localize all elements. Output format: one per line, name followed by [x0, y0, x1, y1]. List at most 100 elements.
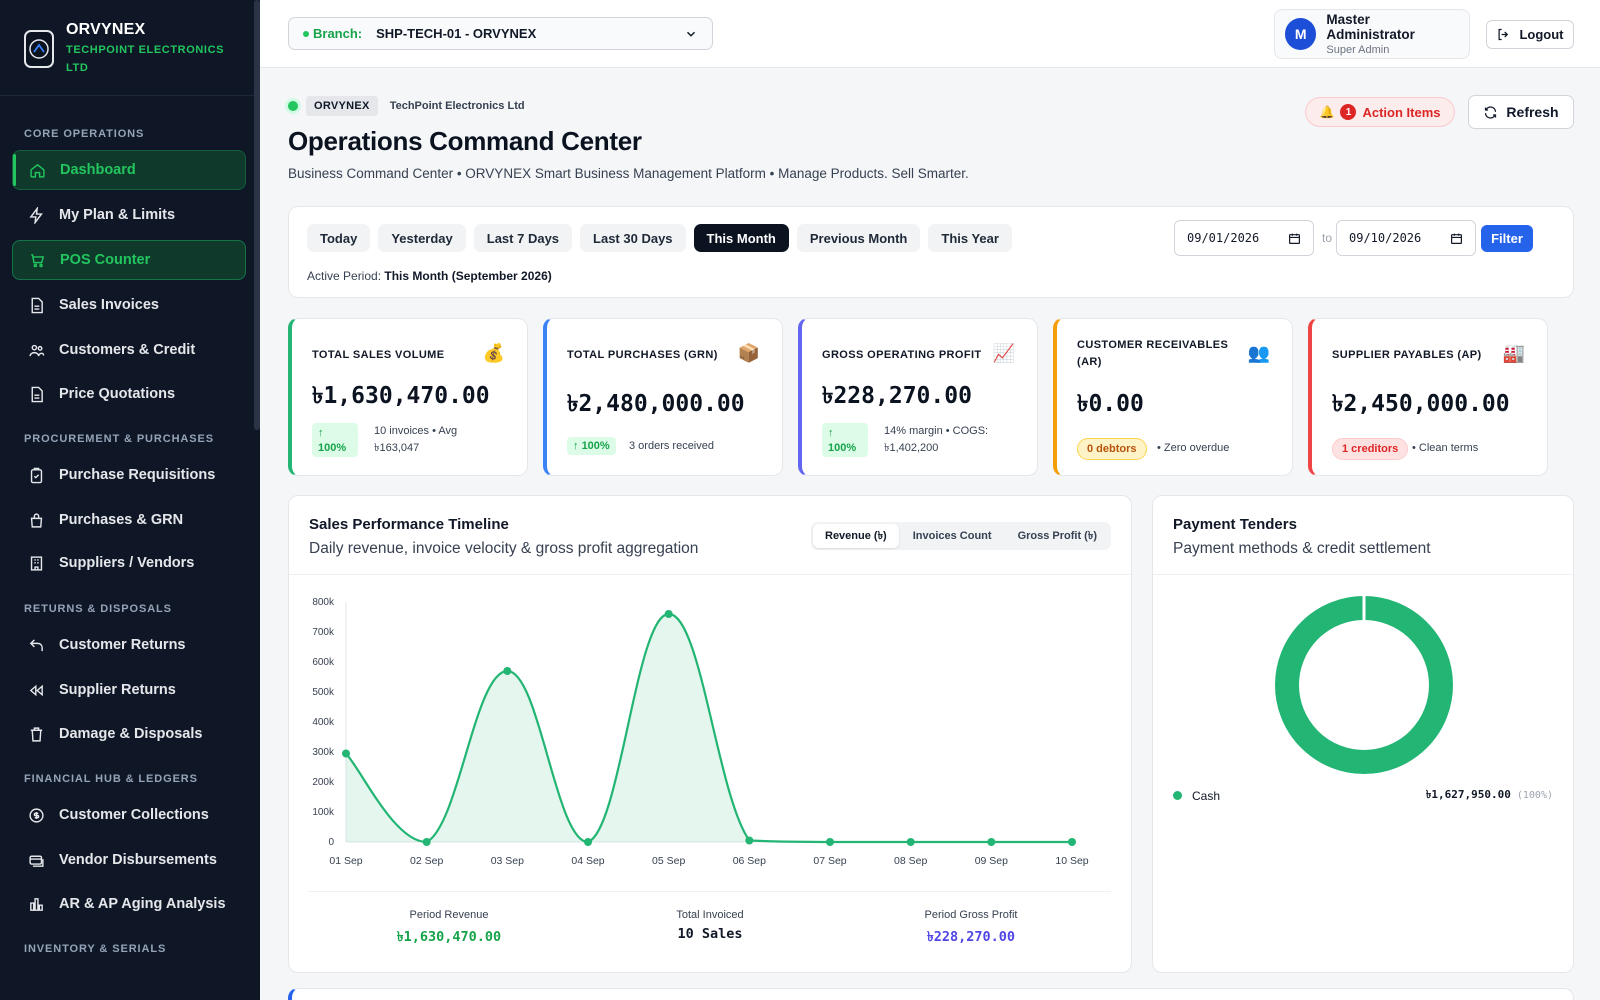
- tenders-donut-chart[interactable]: [1153, 592, 1575, 792]
- kpi-note: 10 invoices • Avg ৳163,047: [374, 425, 458, 454]
- sidebar-item-label: Damage & Disposals: [59, 726, 203, 742]
- chart-title: Sales Performance Timeline: [309, 516, 509, 533]
- payment-tenders-card: Payment Tenders Payment methods & credit…: [1152, 495, 1574, 973]
- data-point-03-sep[interactable]: [503, 667, 512, 675]
- x-tick-label: 10 Sep: [1055, 855, 1088, 867]
- date-from-input[interactable]: 09/01/2026: [1174, 220, 1314, 256]
- sidebar-item-aging[interactable]: AR & AP Aging Analysis: [12, 884, 246, 924]
- sidebar-item-pos-counter[interactable]: POS Counter: [12, 240, 246, 280]
- x-tick-label: 05 Sep: [652, 855, 685, 867]
- sidebar-item-supplier-returns[interactable]: Supplier Returns: [12, 670, 246, 710]
- stat-label: Period Gross Profit: [924, 909, 1018, 921]
- x-tick-label: 04 Sep: [571, 855, 604, 867]
- sidebar-item-label: Sales Invoices: [59, 297, 159, 313]
- data-point-09-sep[interactable]: [987, 838, 996, 846]
- logout-label: Logout: [1519, 27, 1564, 42]
- logout-button[interactable]: Logout: [1486, 20, 1574, 49]
- sidebar-item-dashboard[interactable]: Dashboard: [12, 150, 246, 190]
- data-point-07-sep[interactable]: [826, 838, 834, 846]
- data-point-04-sep[interactable]: [584, 838, 592, 846]
- sidebar-item-collections[interactable]: Customer Collections: [12, 795, 246, 835]
- data-point-06-sep[interactable]: [745, 836, 754, 845]
- chip-previous-month[interactable]: Previous Month: [796, 224, 921, 252]
- sidebar-item-label: Purchases & GRN: [59, 512, 184, 528]
- brand[interactable]: ORVYNEX TECHPOINT ELECTRONICS LTD: [0, 0, 260, 96]
- chip-this-year[interactable]: This Year: [928, 224, 1012, 252]
- kpi-receivables[interactable]: CUSTOMER RECEIVABLES (AR) 👥 ৳0.00 0 debt…: [1053, 318, 1293, 476]
- x-tick-label: 07 Sep: [813, 855, 846, 867]
- tab-revenue[interactable]: Revenue (৳): [813, 524, 899, 548]
- sidebar-item-label: Purchase Requisitions: [59, 467, 216, 483]
- sales-line-chart[interactable]: 0 100k 200k 300k 400k 500k 600k 700k 800k 01 Sep 0…: [289, 574, 1133, 884]
- chart-subtitle: Daily revenue, invoice velocity & gross …: [309, 540, 699, 557]
- y-tick-label: 600k: [312, 657, 335, 668]
- legend-dot: [1173, 791, 1182, 800]
- user-menu[interactable]: M Master Administrator Super Admin: [1274, 9, 1470, 59]
- kpi-payables[interactable]: SUPPLIER PAYABLES (AP) 🏭 ৳2,450,000.00 1…: [1308, 318, 1548, 476]
- stats-divider: [309, 891, 1111, 892]
- branch-select[interactable]: Branch: SHP-TECH-01 - ORVYNEX: [288, 17, 713, 50]
- chip-last-30-days[interactable]: Last 30 Days: [580, 224, 686, 252]
- sidebar-item-damage[interactable]: Damage & Disposals: [12, 714, 246, 754]
- data-point-05-sep[interactable]: [664, 610, 673, 618]
- y-tick-label: 300k: [312, 747, 335, 758]
- kpi-note: • Clean terms: [1412, 442, 1479, 454]
- kpi-growth-value: 100%: [318, 442, 347, 454]
- kpi-total-sales[interactable]: TOTAL SALES VOLUME 💰 ৳1,630,470.00 ↑ 100%…: [288, 318, 528, 476]
- sidebar-item-customer-returns[interactable]: Customer Returns: [12, 625, 246, 665]
- y-tick-label: 400k: [312, 717, 335, 728]
- kpi-total-purchases[interactable]: TOTAL PURCHASES (GRN) 📦 ৳2,480,000.00 ↑ …: [543, 318, 783, 476]
- home-icon: [30, 163, 45, 178]
- user-role: Super Admin: [1326, 44, 1390, 56]
- action-items-label: Action Items: [1362, 104, 1441, 120]
- branch-status-dot: [303, 30, 309, 37]
- tenders-divider: [1153, 574, 1573, 575]
- kpi-gross-profit[interactable]: GROSS OPERATING PROFIT 📈 ৳228,270.00 ↑ 10…: [798, 318, 1038, 476]
- refresh-button[interactable]: Refresh: [1468, 95, 1574, 129]
- data-point-01-sep[interactable]: [342, 749, 350, 758]
- sidebar-item-suppliers[interactable]: Suppliers / Vendors: [12, 543, 246, 583]
- page-subtitle: Business Command Center • ORVYNEX Smart …: [288, 166, 969, 181]
- chip-this-month[interactable]: This Month: [693, 224, 789, 252]
- tab-gross-profit[interactable]: Gross Profit (৳): [1017, 529, 1097, 542]
- kpi-label: CUSTOMER RECEIVABLES (AR): [1077, 339, 1229, 368]
- page-title: Operations Command Center: [288, 126, 642, 156]
- cart-icon: [31, 253, 45, 267]
- sidebar-item-quotations[interactable]: Price Quotations: [12, 374, 246, 414]
- data-point-02-sep[interactable]: [422, 838, 431, 846]
- kpi-note: 3 orders received: [629, 440, 714, 452]
- tab-invoices-count[interactable]: Invoices Count: [912, 530, 992, 542]
- sidebar-scrollbar[interactable]: [254, 0, 260, 430]
- sales-performance-card: Sales Performance Timeline Daily revenue…: [288, 495, 1132, 973]
- data-point-10-sep[interactable]: [1068, 838, 1076, 846]
- sidebar-item-label: Customers & Credit: [59, 342, 196, 358]
- donut-slice-cash[interactable]: [1275, 596, 1453, 774]
- stat-label: Period Revenue: [409, 909, 489, 921]
- calendar-icon: [1289, 233, 1300, 244]
- sidebar: ORVYNEX TECHPOINT ELECTRONICS LTD CORE O…: [0, 0, 260, 1000]
- sidebar-item-disbursements[interactable]: Vendor Disbursements: [12, 840, 246, 880]
- data-point-08-sep[interactable]: [906, 838, 915, 846]
- filter-button[interactable]: Filter: [1481, 225, 1533, 252]
- tenders-subtitle: Payment methods & credit settlement: [1173, 540, 1431, 557]
- sidebar-item-plan[interactable]: My Plan & Limits: [12, 195, 246, 235]
- sidebar-item-customers[interactable]: Customers & Credit: [12, 330, 246, 370]
- action-count-badge: 1: [1340, 104, 1357, 120]
- y-tick-label: 500k: [312, 687, 335, 698]
- action-items-button[interactable]: 🔔 1 Action Items: [1305, 97, 1455, 127]
- period-chips: Today Yesterday Last 7 Days Last 30 Days…: [307, 224, 1012, 252]
- chip-last-7-days[interactable]: Last 7 Days: [473, 224, 573, 252]
- bar-chart-icon: [30, 897, 43, 911]
- sidebar-item-requisitions[interactable]: Purchase Requisitions: [12, 455, 246, 495]
- sidebar-item-sales-invoices[interactable]: Sales Invoices: [12, 285, 246, 325]
- section-inventory: INVENTORY & SERIALS: [24, 943, 167, 955]
- logout-icon: [1498, 28, 1509, 41]
- kpi-label: GROSS OPERATING PROFIT: [822, 349, 982, 361]
- refresh-label: Refresh: [1506, 104, 1559, 120]
- card-icon: [29, 855, 44, 867]
- sidebar-item-purchases-grn[interactable]: Purchases & GRN: [12, 500, 246, 540]
- kpi-value: ৳1,630,470.00: [312, 383, 490, 409]
- chip-today[interactable]: Today: [307, 224, 371, 252]
- chip-yesterday[interactable]: Yesterday: [378, 224, 466, 252]
- date-to-input[interactable]: 09/10/2026: [1336, 220, 1476, 256]
